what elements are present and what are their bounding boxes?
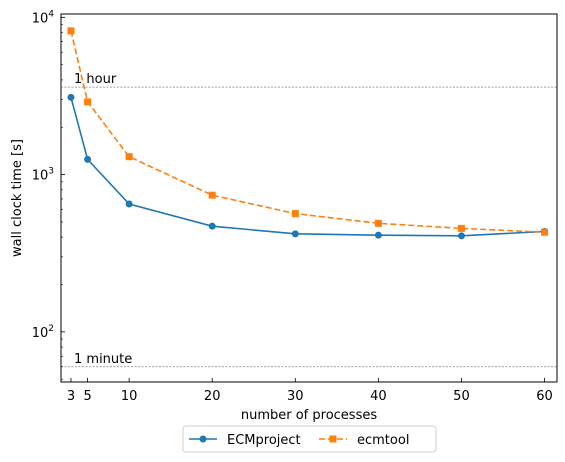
data-point (291, 210, 299, 218)
y-tick-label: 102 (32, 324, 54, 341)
data-point (208, 191, 216, 199)
legend-box (182, 425, 437, 453)
y-axis-label: wall clock time [s] (10, 139, 25, 257)
x-tick-label: 60 (536, 389, 553, 404)
legend-label: ecmtool (357, 433, 409, 448)
reference-label: 1 minute (74, 352, 132, 367)
reference-lines: 1 hour 1 minute (61, 72, 557, 368)
x-axis: 3 5 10 20 30 40 50 60 (67, 378, 553, 404)
x-tick-label: 3 (67, 389, 75, 404)
data-point (125, 200, 133, 208)
data-point (541, 228, 549, 236)
data-point (291, 230, 299, 238)
data-point (457, 232, 465, 240)
y-tick-label: 103 (32, 167, 54, 184)
legend-marker (329, 435, 337, 443)
data-point (84, 155, 92, 163)
y-axis: 102 103 104 (32, 9, 65, 380)
data-point (125, 153, 133, 161)
legend: ECMproject ecmtool (182, 425, 437, 453)
y-tick-label: 104 (32, 9, 55, 26)
legend-label: ECMproject (227, 433, 301, 448)
data-point (457, 224, 465, 232)
series-ecmproject (67, 93, 549, 240)
x-tick-label: 50 (453, 389, 470, 404)
data-point (374, 219, 382, 227)
x-tick-label: 40 (370, 389, 387, 404)
x-tick-label: 5 (83, 389, 91, 404)
data-point (374, 231, 382, 239)
x-tick-label: 20 (204, 389, 221, 404)
series-ecmtool (67, 27, 549, 236)
legend-marker (199, 435, 207, 443)
series-line (70, 30, 545, 234)
x-tick-label: 10 (121, 389, 138, 404)
reference-label: 1 hour (74, 72, 117, 87)
data-point (67, 27, 75, 35)
series-layer (67, 27, 549, 240)
plot-frame (60, 13, 558, 383)
data-point (208, 222, 216, 230)
x-tick-label: 30 (287, 389, 304, 404)
series-line (70, 97, 545, 237)
x-axis-label: number of processes (241, 408, 377, 423)
data-point (67, 93, 75, 101)
data-point (84, 98, 92, 106)
